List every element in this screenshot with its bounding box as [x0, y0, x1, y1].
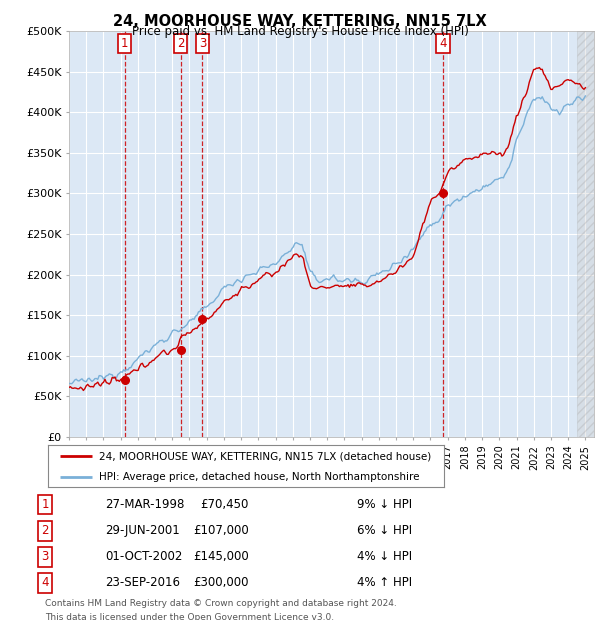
Text: 01-OCT-2002: 01-OCT-2002 [105, 551, 182, 563]
Text: 2: 2 [41, 525, 49, 537]
Text: £107,000: £107,000 [193, 525, 249, 537]
Text: Contains HM Land Registry data © Crown copyright and database right 2024.: Contains HM Land Registry data © Crown c… [45, 599, 397, 608]
Text: 1: 1 [121, 37, 128, 50]
Text: 29-JUN-2001: 29-JUN-2001 [105, 525, 180, 537]
Text: 27-MAR-1998: 27-MAR-1998 [105, 498, 184, 511]
Text: 24, MOORHOUSE WAY, KETTERING, NN15 7LX: 24, MOORHOUSE WAY, KETTERING, NN15 7LX [113, 14, 487, 29]
Text: 4: 4 [439, 37, 447, 50]
Text: 24, MOORHOUSE WAY, KETTERING, NN15 7LX (detached house): 24, MOORHOUSE WAY, KETTERING, NN15 7LX (… [100, 451, 432, 461]
Text: Price paid vs. HM Land Registry's House Price Index (HPI): Price paid vs. HM Land Registry's House … [131, 25, 469, 38]
Text: £145,000: £145,000 [193, 551, 249, 563]
Text: 1: 1 [41, 498, 49, 511]
Text: 23-SEP-2016: 23-SEP-2016 [105, 577, 180, 589]
Text: 3: 3 [199, 37, 206, 50]
Text: £300,000: £300,000 [193, 577, 249, 589]
Text: 4% ↑ HPI: 4% ↑ HPI [357, 577, 412, 589]
Text: 6% ↓ HPI: 6% ↓ HPI [357, 525, 412, 537]
Text: 9% ↓ HPI: 9% ↓ HPI [357, 498, 412, 511]
Text: 4% ↓ HPI: 4% ↓ HPI [357, 551, 412, 563]
Text: 3: 3 [41, 551, 49, 563]
Text: 2: 2 [177, 37, 184, 50]
Text: This data is licensed under the Open Government Licence v3.0.: This data is licensed under the Open Gov… [45, 613, 334, 620]
Text: £70,450: £70,450 [200, 498, 249, 511]
Text: 4: 4 [41, 577, 49, 589]
Text: HPI: Average price, detached house, North Northamptonshire: HPI: Average price, detached house, Nort… [100, 472, 420, 482]
Bar [577, 31, 594, 437]
